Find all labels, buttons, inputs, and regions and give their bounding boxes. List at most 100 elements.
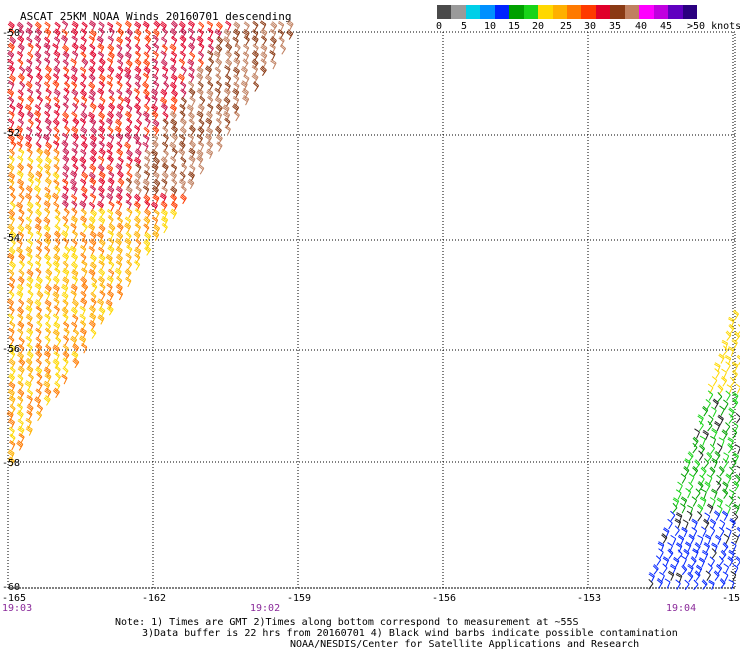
wind-barb <box>161 222 168 234</box>
wind-barb <box>98 21 105 32</box>
wind-barb <box>72 328 80 340</box>
wind-barb <box>35 132 42 143</box>
wind-barb <box>34 208 42 220</box>
wind-barb <box>108 88 115 100</box>
wind-barb <box>45 141 52 153</box>
wind-barb <box>33 185 41 196</box>
wind-barb <box>705 399 711 410</box>
wind-barb <box>179 50 186 62</box>
wind-barb <box>701 579 708 590</box>
wind-barb <box>7 64 15 76</box>
wind-barb <box>277 20 285 32</box>
wind-barb <box>675 572 683 583</box>
wind-barb <box>35 388 42 399</box>
wind-barb <box>681 555 687 566</box>
wind-barb <box>79 66 87 77</box>
wind-barb <box>160 88 168 100</box>
wind-barb <box>106 304 114 316</box>
wind-barb <box>711 548 717 559</box>
wind-barb <box>116 27 124 39</box>
wind-barb <box>115 185 123 197</box>
wind-barb <box>170 20 178 31</box>
latitude-label: -56 <box>2 344 20 355</box>
wind-barb <box>707 563 713 574</box>
wind-barb <box>686 510 693 521</box>
colorbar-swatch <box>465 5 481 19</box>
wind-barb <box>687 451 694 462</box>
wind-barb <box>144 94 151 106</box>
wind-barb <box>695 488 701 499</box>
wind-barb <box>233 110 240 122</box>
wind-barb <box>711 376 718 387</box>
wind-barb <box>711 488 718 499</box>
wind-barb <box>706 503 714 514</box>
wind-barb <box>214 87 221 99</box>
wind-barb <box>721 368 727 379</box>
wind-barb <box>35 156 43 167</box>
wind-barb <box>163 81 170 92</box>
wind-barb <box>97 43 105 54</box>
wind-barb <box>88 20 96 31</box>
wind-barb <box>70 194 78 205</box>
wind-barb <box>62 111 69 122</box>
wind-barb <box>52 387 60 399</box>
wind-barb <box>8 381 16 392</box>
wind-barb <box>62 154 70 166</box>
wind-barb <box>126 117 133 129</box>
wind-barb <box>44 27 52 39</box>
wind-barb <box>730 571 737 582</box>
wind-barb <box>170 132 178 144</box>
wind-barb <box>251 58 259 70</box>
wind-barb <box>116 222 124 234</box>
wind-barb <box>89 209 97 220</box>
wind-barb <box>34 35 42 46</box>
latitude-label: -50 <box>2 28 20 39</box>
wind-barb <box>702 429 709 441</box>
wind-barb <box>81 267 88 278</box>
wind-barb <box>125 177 132 188</box>
wind-barb <box>53 253 61 265</box>
wind-barb <box>677 549 683 560</box>
wind-barb <box>729 518 736 529</box>
wind-barb <box>53 321 61 332</box>
wind-barb <box>62 95 69 106</box>
wind-barb <box>207 80 214 92</box>
wind-barb <box>116 36 124 47</box>
wind-barb <box>34 27 42 39</box>
wind-barb <box>169 110 177 122</box>
wind-barb <box>151 185 159 196</box>
wind-barb <box>216 35 224 47</box>
wind-barb <box>735 412 740 424</box>
wind-barb <box>709 526 716 537</box>
wind-barb <box>252 81 260 92</box>
wind-barb <box>79 89 87 100</box>
wind-barb <box>648 572 655 583</box>
wind-barb <box>124 20 132 31</box>
wind-barb <box>725 422 731 433</box>
colorbar-swatch <box>624 5 640 19</box>
wind-barb <box>143 103 150 115</box>
wind-barb <box>179 126 187 137</box>
wind-barb <box>71 20 79 32</box>
wind-barb <box>206 148 214 159</box>
wind-barb <box>62 185 69 196</box>
wind-barb <box>702 405 709 417</box>
wind-barb <box>71 147 78 159</box>
wind-barb <box>17 365 25 377</box>
wind-barb <box>62 223 70 234</box>
wind-barb <box>675 579 681 590</box>
wind-barb <box>232 95 240 107</box>
wind-barb <box>16 440 24 451</box>
wind-speed-colorbar <box>437 5 698 19</box>
wind-barb <box>53 230 61 241</box>
wind-barb <box>44 169 51 181</box>
wind-barb <box>225 58 233 69</box>
wind-barb <box>62 164 70 175</box>
wind-barb <box>8 327 15 338</box>
wind-barb <box>9 433 16 444</box>
wind-barb <box>170 35 178 47</box>
wind-barb <box>70 81 78 92</box>
wind-barb <box>711 458 718 469</box>
wind-barb <box>125 59 133 70</box>
wind-barb <box>52 260 60 271</box>
